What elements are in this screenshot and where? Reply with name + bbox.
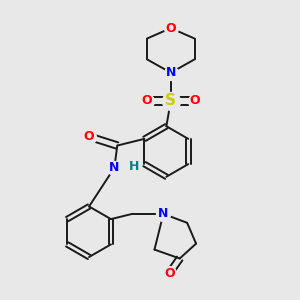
Text: O: O — [166, 22, 176, 34]
Text: O: O — [189, 94, 200, 107]
Text: O: O — [142, 94, 152, 107]
Text: O: O — [164, 267, 175, 280]
Text: H: H — [128, 160, 139, 173]
Text: N: N — [109, 161, 119, 174]
Text: N: N — [158, 207, 169, 220]
Text: N: N — [166, 66, 176, 79]
Text: O: O — [84, 130, 94, 143]
Text: S: S — [165, 94, 176, 109]
